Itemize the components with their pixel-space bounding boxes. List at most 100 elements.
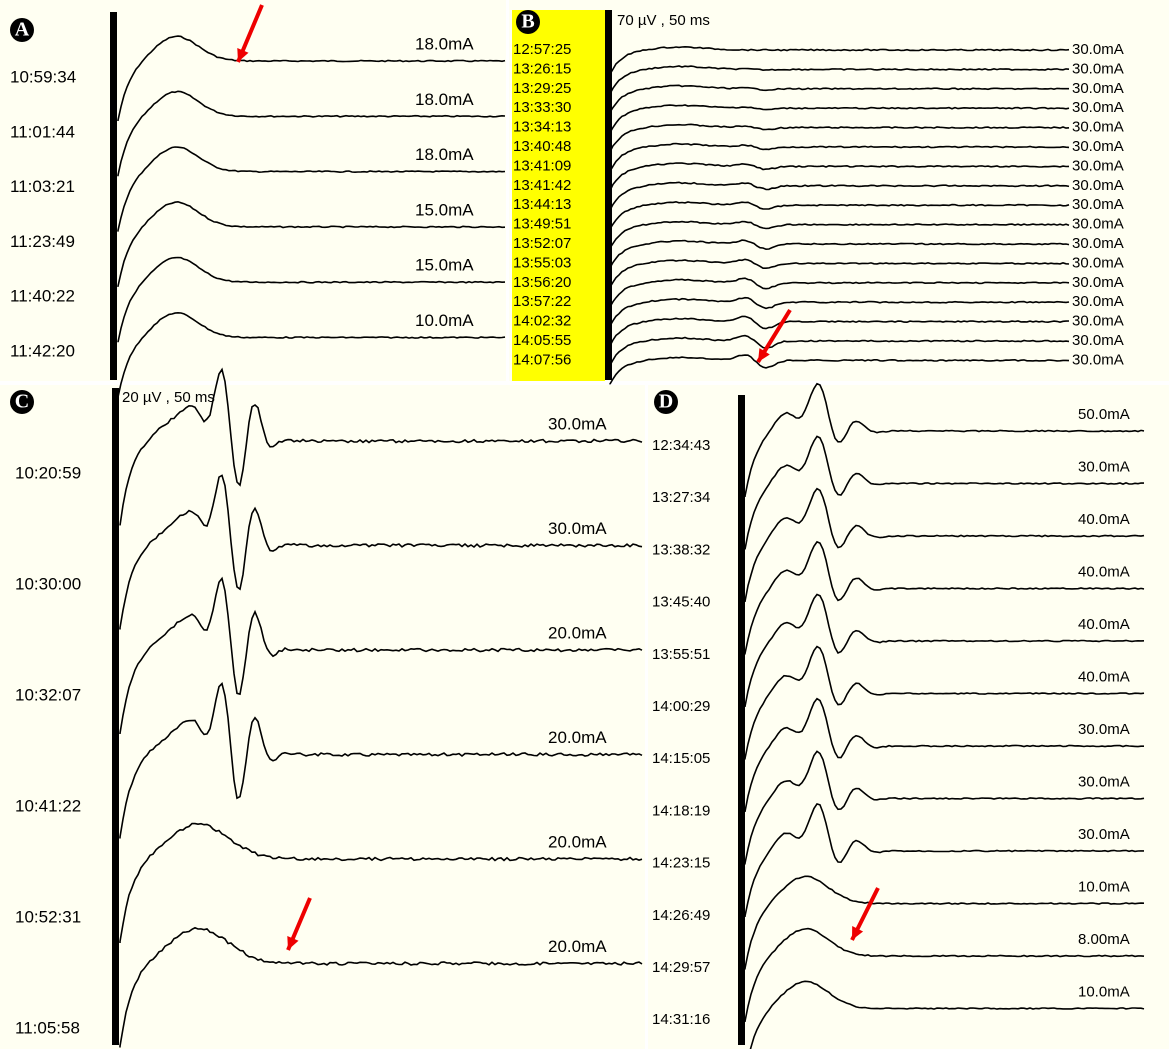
trace [609,65,1070,95]
trace [744,697,1144,812]
panel-d-bg [648,385,1169,1049]
panel-bar [738,395,745,1045]
current-label: 30.0mA [1072,274,1124,291]
time-label: 13:56:20 [513,274,571,291]
current-label: 10.0mA [1078,878,1130,895]
current-label: 30.0mA [1072,177,1124,194]
scale-label: 70 µV , 50 ms [617,12,710,29]
current-label: 30.0mA [1072,332,1124,349]
time-label: 14:18:19 [652,802,710,819]
panel-bar [110,12,117,380]
current-label: 30.0mA [1078,826,1130,843]
current-label: 15.0mA [415,200,474,219]
panel-c-bg [0,385,645,1049]
trace [609,104,1070,136]
trace [119,474,643,630]
time-label: 14:29:57 [652,959,710,976]
current-label: 40.0mA [1078,668,1130,685]
trace [609,239,1070,269]
trace [117,256,506,343]
current-label: 40.0mA [1078,563,1130,580]
current-label: 30.0mA [1072,293,1124,310]
panel-label: C [15,391,29,413]
panel-bar [605,10,612,380]
time-label: 11:40:22 [10,287,75,306]
arrow-head [287,936,299,950]
time-label: 12:57:25 [513,41,571,58]
current-label: 20.0mA [548,937,607,956]
current-label: 20.0mA [548,728,607,747]
current-label: 18.0mA [415,34,474,53]
trace [117,146,506,232]
current-label: 15.0mA [415,256,474,275]
time-label: 10:41:22 [15,796,81,815]
trace [744,927,1145,1022]
trace [609,315,1070,347]
trace [609,220,1070,249]
panel-badge [654,390,678,414]
trace [119,576,643,734]
trace [119,822,643,943]
trace [117,200,506,287]
trace [744,382,1145,497]
scale-label: 20 µV , 50 ms [122,389,215,406]
trace [609,84,1069,113]
trace [609,45,1070,77]
current-label: 30.0mA [1072,157,1124,174]
current-label: 20.0mA [548,623,607,642]
time-label: 10:59:34 [10,67,76,86]
current-label: 18.0mA [415,145,474,164]
time-label: 13:45:40 [652,594,710,611]
time-label: 13:38:32 [652,541,710,558]
trace [609,296,1070,327]
trace [744,540,1145,655]
trace [119,926,643,1048]
current-label: 30.0mA [1072,254,1124,271]
time-label: 11:42:20 [10,341,75,360]
current-label: 30.0mA [548,414,607,433]
time-column [512,10,605,381]
trace [119,367,643,526]
current-label: 40.0mA [1078,511,1130,528]
trace [744,802,1144,917]
current-label: 30.0mA [1072,196,1124,213]
current-label: 10.0mA [1078,983,1130,1000]
current-label: 10.0mA [415,311,474,330]
current-label: 30.0mA [1072,99,1124,116]
time-label: 11:05:58 [15,1018,80,1037]
trace [117,35,506,121]
time-label: 13:29:25 [513,80,571,97]
time-label: 13:27:34 [652,489,710,506]
time-label: 14:26:49 [652,907,710,924]
panel-badge [516,10,540,34]
panel-label: A [15,19,30,41]
arrow-head [237,48,249,62]
trace [744,593,1145,707]
trace [748,980,1145,1054]
current-label: 50.0mA [1078,406,1130,423]
time-label: 14:31:16 [652,1011,710,1028]
panel-bar [112,388,119,1045]
current-label: 30.0mA [1078,773,1130,790]
current-label: 30.0mA [1072,119,1124,136]
current-label: 30.0mA [1078,458,1130,475]
time-label: 10:30:00 [15,574,81,593]
trace [117,90,506,177]
trace [744,875,1145,970]
current-label: 30.0mA [1072,41,1124,58]
time-label: 13:41:42 [513,177,571,194]
time-label: 13:52:07 [513,235,571,252]
current-label: 20.0mA [548,832,607,851]
panel-label: B [521,11,534,33]
panel-badge [10,18,34,42]
trace [119,682,643,839]
trace [609,142,1070,175]
current-label: 18.0mA [415,90,474,109]
panel-b-bg [509,0,1169,381]
trace [609,258,1070,288]
trace [744,487,1145,602]
trace [609,123,1070,153]
trace [744,435,1145,550]
time-label: 11:01:44 [10,122,75,141]
